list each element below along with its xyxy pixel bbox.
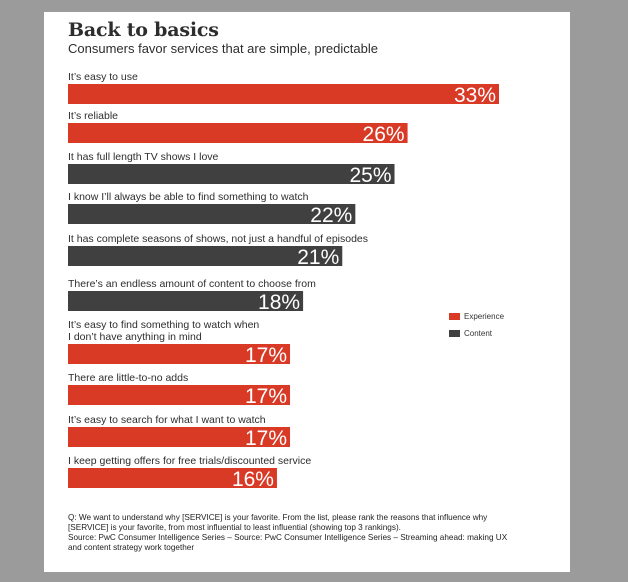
category-label: It has complete seasons of shows, not ju… — [68, 233, 368, 245]
value-label: 26% — [363, 123, 405, 146]
value-label: 22% — [310, 204, 352, 227]
category-label: There’s an endless amount of content to … — [68, 278, 316, 290]
legend-item-content: Content — [449, 329, 504, 338]
footnote-question: Q: We want to understand why [SERVICE] i… — [68, 513, 488, 532]
bar-experience — [68, 123, 408, 143]
category-label: It’s easy to search for what I want to w… — [68, 414, 266, 426]
bar-experience — [68, 385, 291, 405]
bar-experience — [68, 84, 499, 104]
value-label: 16% — [232, 468, 274, 491]
category-label: There are little-to-no adds — [68, 372, 188, 384]
category-label: It’s easy to find something to watch whe… — [68, 319, 259, 331]
bar-experience — [68, 344, 291, 364]
value-label: 17% — [245, 344, 287, 367]
category-label: It has full length TV shows I love — [68, 151, 219, 163]
bar-content — [68, 246, 343, 266]
legend-label-content: Content — [464, 329, 493, 338]
value-label: 18% — [258, 291, 300, 314]
category-label: I know I’ll always be able to find somet… — [68, 191, 309, 203]
category-label: It’s easy to use — [68, 71, 138, 83]
bar-content — [68, 291, 304, 311]
chart-card: Back to basics Consumers favor services … — [44, 12, 570, 572]
value-label: 25% — [349, 164, 391, 187]
legend-item-experience: Experience — [449, 312, 504, 321]
value-label: 21% — [297, 246, 339, 269]
bar-content — [68, 164, 395, 184]
chart-subtitle: Consumers favor services that are simple… — [68, 41, 378, 56]
legend-label-experience: Experience — [464, 312, 505, 321]
value-label: 17% — [245, 385, 287, 408]
chart-title: Back to basics — [68, 19, 219, 41]
legend-swatch-content — [449, 330, 460, 337]
legend: Experience Content — [449, 312, 504, 346]
category-label: It’s reliable — [68, 110, 118, 122]
footnote: Q: We want to understand why [SERVICE] i… — [68, 513, 508, 553]
bar-experience — [68, 468, 277, 488]
footnote-source: Source: PwC Consumer Intelligence Series… — [68, 533, 508, 552]
category-label: I keep getting offers for free trials/di… — [68, 455, 311, 467]
value-label: 17% — [245, 427, 287, 450]
legend-swatch-experience — [449, 313, 460, 320]
category-label: I don’t have anything in mind — [68, 331, 202, 343]
bar-content — [68, 204, 356, 224]
value-label: 33% — [454, 84, 496, 107]
bar-chart: It’s easy to use 33% It’s reliable 26% It ha… — [68, 71, 499, 491]
bar-experience — [68, 427, 291, 447]
